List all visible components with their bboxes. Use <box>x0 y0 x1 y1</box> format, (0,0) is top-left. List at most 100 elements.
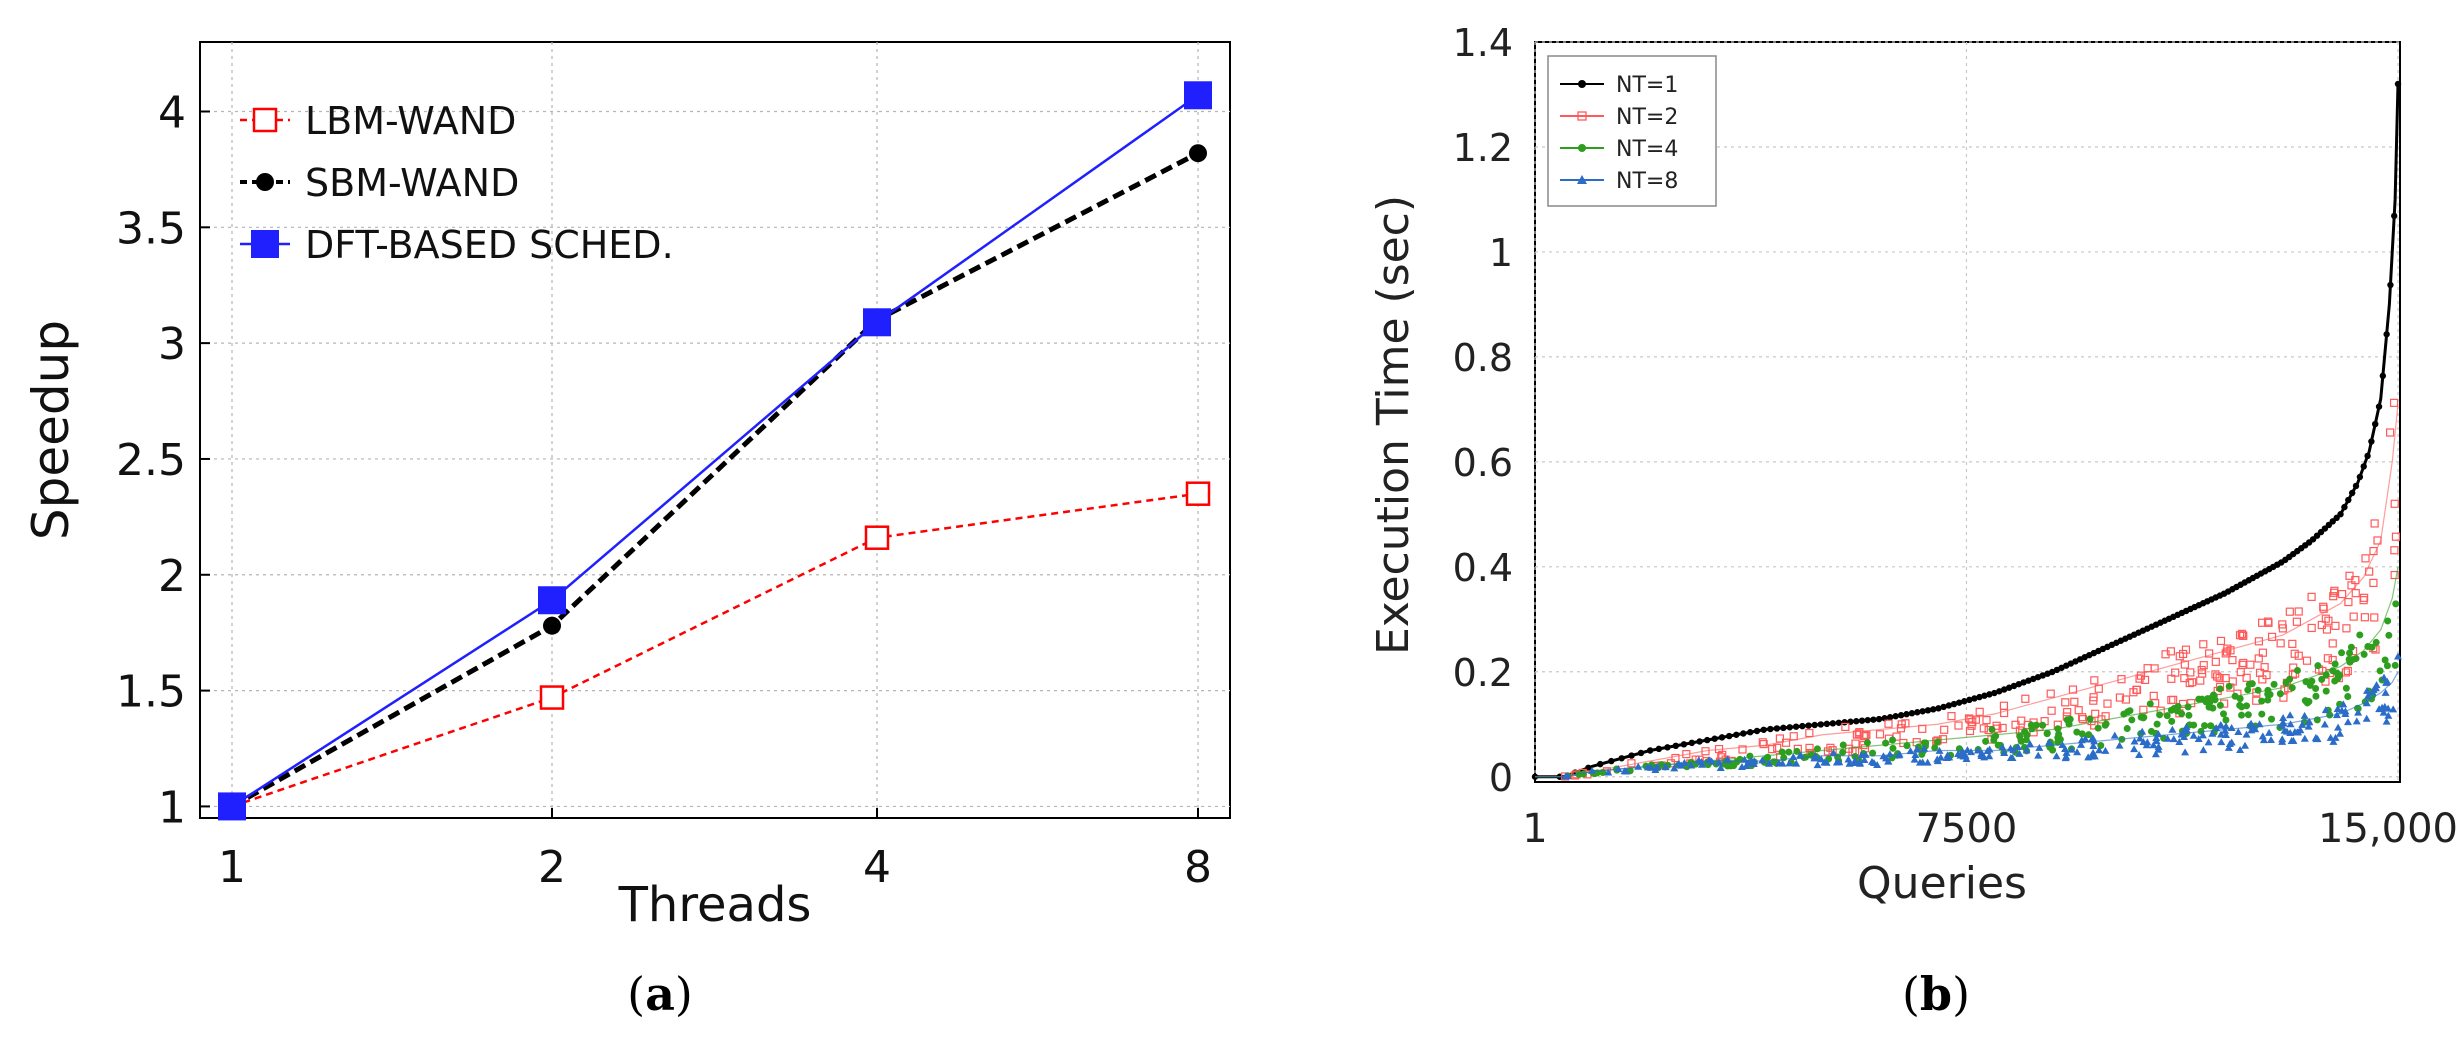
data-point-nt-4 <box>2216 701 2224 709</box>
data-point-nt-4 <box>2073 728 2081 736</box>
data-point-nt-8 <box>2101 746 2110 754</box>
data-point-nt-4 <box>2338 649 2346 657</box>
data-point-nt-8 <box>1945 753 1954 761</box>
data-point-nt-2 <box>2390 499 2399 508</box>
y-tick-label: 3 <box>158 319 186 370</box>
data-point-nt-2 <box>2267 632 2277 641</box>
data-point-nt-8 <box>1785 759 1794 767</box>
caption-b-letter: b <box>1920 967 1952 1021</box>
data-point-nt-8 <box>2025 739 2034 747</box>
data-point-nt-1 <box>1733 731 1740 738</box>
data-point-nt-2 <box>2390 570 2399 580</box>
data-point-nt-1 <box>1892 713 1899 720</box>
data-point-nt-8 <box>2337 706 2346 714</box>
data-point-nt-2 <box>1701 747 1710 756</box>
data-point-nt-4 <box>1863 739 1871 747</box>
data-point-nt-4 <box>2207 722 2215 730</box>
data-point-nt-8 <box>2022 746 2031 754</box>
data-point-nt-1 <box>1799 722 1806 730</box>
data-point-nt-4 <box>1988 725 1996 733</box>
x-axis-label: Queries <box>1857 858 2027 909</box>
data-point-nt-4 <box>2211 696 2219 704</box>
data-point-nt-8 <box>1845 759 1854 767</box>
data-point-nt-2 <box>1775 734 1785 743</box>
data-point-nt-2 <box>2331 621 2340 630</box>
data-point-nt-2 <box>2047 706 2056 715</box>
data-point-nt-2 <box>2319 602 2328 611</box>
data-point-nt-2 <box>2351 589 2360 598</box>
data-point-nt-8 <box>1906 747 1915 755</box>
data-point-nt-8 <box>2362 699 2371 707</box>
caption-a: (a) <box>627 967 693 1021</box>
data-point-nt-8 <box>2095 746 2104 754</box>
data-point-nt-8 <box>2089 741 2098 749</box>
data-point-nt-8 <box>2369 686 2378 694</box>
data-point-nt-1 <box>2383 331 2390 338</box>
data-point-nt-1 <box>1760 726 1767 733</box>
data-point-nt-4 <box>2344 692 2352 700</box>
data-point-nt-8 <box>1829 749 1838 757</box>
data-point-nt-2 <box>2386 428 2395 437</box>
data-point-nt-1 <box>1991 689 1998 697</box>
data-point-nt-8 <box>1910 755 1919 763</box>
data-point-nt-8 <box>2067 745 2076 753</box>
data-point-nt-4 <box>2331 677 2339 685</box>
data-point-nt-1 <box>1930 706 1937 713</box>
data-point-nt-2 <box>2169 695 2178 704</box>
data-point-nt-1 <box>2360 463 2367 470</box>
legend-label: NT=2 <box>1616 105 1678 130</box>
data-point-nt-1 <box>2368 438 2375 445</box>
data-point-nt-2 <box>2246 660 2255 669</box>
data-point-nt-8 <box>1933 755 1942 763</box>
data-point-nt-2 <box>2216 636 2226 646</box>
series-group <box>218 81 1212 821</box>
data-point-nt-1 <box>2356 473 2364 481</box>
data-point-nt-8 <box>1778 759 1787 767</box>
data-point-nt-2 <box>2390 546 2399 555</box>
data-point-nt-8 <box>2180 733 2189 741</box>
data-point-nt-8 <box>1604 768 1613 776</box>
data-point-nt-2 <box>2238 660 2247 669</box>
data-point-nt-1 <box>1655 745 1663 753</box>
data-point-nt-4 <box>2201 722 2209 730</box>
data-point-nt-4 <box>1778 748 1786 756</box>
y-tick-label: 1 <box>1489 231 1513 275</box>
data-point-nt-8 <box>2199 746 2208 754</box>
data-point-nt-4 <box>2314 662 2322 670</box>
data-point-nt-4 <box>2288 684 2296 692</box>
data-point-nt-8 <box>1716 764 1725 772</box>
data-point-nt-2 <box>2180 674 2189 683</box>
legend-label: SBM-WAND <box>305 161 519 205</box>
y-tick-label: 0.6 <box>1453 441 1513 485</box>
data-point-nt-8 <box>2372 681 2381 689</box>
data-point-nt-2 <box>1671 753 1680 763</box>
data-point-nt-2 <box>2347 581 2356 590</box>
data-point-nt-2 <box>2089 696 2098 705</box>
data-point-nt-2 <box>1627 759 1636 768</box>
data-point-nt-4 <box>2360 650 2368 658</box>
data-point-nt-4 <box>2027 721 2035 729</box>
data-point-nt-2 <box>1918 724 1927 733</box>
data-point-nt-1 <box>2345 496 2352 504</box>
data-point-nt-2 <box>2329 592 2338 601</box>
data-point-nt-8 <box>2267 735 2276 743</box>
x-tick-label: 8 <box>1184 842 1212 893</box>
data-point-nt-8 <box>2280 726 2289 734</box>
data-point-nt-4 <box>2184 703 2192 711</box>
data-point-nt-1 <box>1637 749 1645 757</box>
data-point-nt-8 <box>2221 726 2230 734</box>
y-axis-label: Speedup <box>22 320 80 540</box>
data-point-nt-2 <box>2369 578 2378 587</box>
data-point-nt-8 <box>2382 678 2391 686</box>
data-point-nt-1 <box>1903 711 1910 718</box>
data-point-nt-2 <box>2115 693 2124 702</box>
x-tick-label: 1 <box>1522 806 1547 852</box>
data-point-nt-1 <box>1608 757 1615 765</box>
data-point-nt-4 <box>2238 703 2246 711</box>
x-tick-label: 7500 <box>1916 806 2018 852</box>
data-point-nt-8 <box>2130 745 2139 753</box>
data-point-nt-8 <box>2279 719 2288 727</box>
data-point-nt-1 <box>1597 760 1604 768</box>
data-point-nt-4 <box>2293 666 2301 674</box>
data-point-nt-4 <box>2244 711 2252 719</box>
